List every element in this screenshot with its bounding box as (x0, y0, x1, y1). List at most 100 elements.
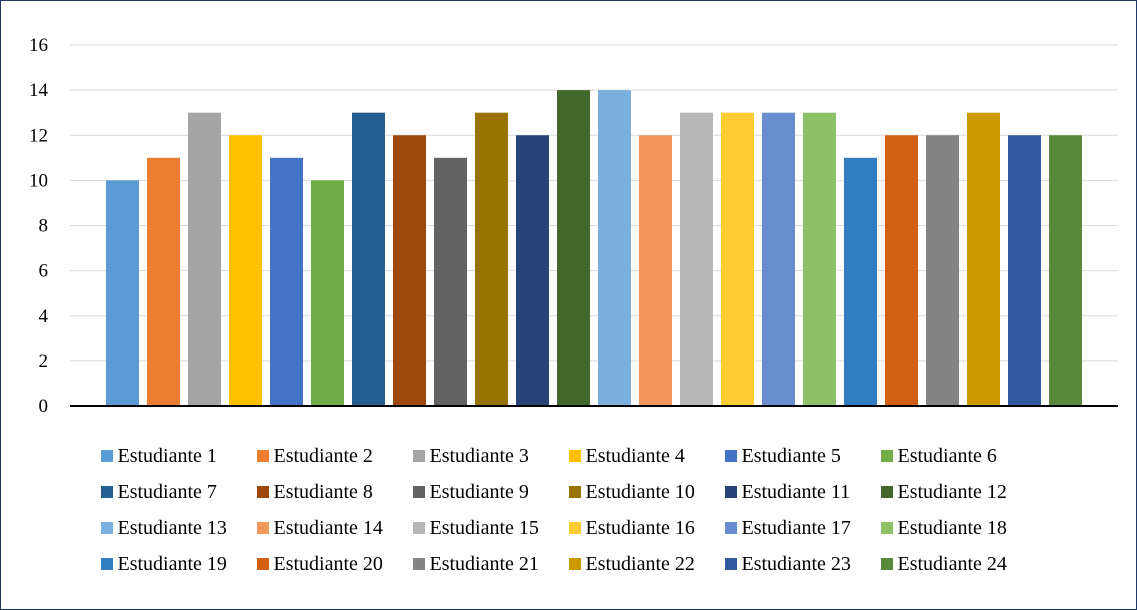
bar-14 (639, 135, 672, 406)
gridlines (70, 44, 1118, 362)
legend-item: Estudiante 11 (724, 476, 881, 508)
legend-label: Estudiante 13 (117, 517, 227, 539)
legend-item: Estudiante 15 (412, 512, 569, 544)
legend-label: Estudiante 1 (117, 445, 217, 467)
legend-swatch (568, 558, 581, 570)
legend-item: Estudiante 7 (100, 476, 257, 508)
bar-9 (434, 157, 467, 406)
legend-label: Estudiante 5 (741, 445, 841, 467)
y-tick-label: 10 (29, 170, 48, 191)
legend-item: Estudiante 14 (256, 512, 413, 544)
legend-swatch (256, 522, 269, 534)
legend-item: Estudiante 17 (724, 512, 881, 544)
legend-item: Estudiante 1 (100, 440, 257, 472)
legend-swatch (100, 522, 113, 534)
bar-21 (926, 135, 959, 406)
legend-label: Estudiante 4 (585, 445, 685, 467)
legend-label: Estudiante 10 (585, 481, 695, 503)
bar-8 (393, 135, 426, 406)
legend-label: Estudiante 22 (585, 553, 695, 575)
legend-item: Estudiante 13 (100, 512, 257, 544)
bar-17 (762, 112, 795, 406)
bar-4 (229, 135, 262, 406)
bar-1 (106, 180, 139, 406)
legend-item: Estudiante 5 (724, 440, 881, 472)
legend: Estudiante 1 Estudiante 2 Estudiante 3 Estu… (0, 440, 1137, 584)
legend-swatch (568, 486, 581, 498)
bar-20 (885, 135, 918, 406)
legend-label: Estudiante 20 (273, 553, 383, 575)
legend-label: Estudiante 16 (585, 517, 695, 539)
legend-swatch (568, 450, 581, 462)
legend-item: Estudiante 9 (412, 476, 569, 508)
legend-label: Estudiante 9 (429, 481, 529, 503)
y-axis-tick-labels: 0 2 4 6 8 10 12 14 16 (29, 35, 49, 417)
y-tick-label: 16 (29, 35, 48, 56)
y-tick-label: 0 (39, 396, 49, 417)
bar-6 (311, 180, 344, 406)
legend-swatch (724, 558, 737, 570)
legend-label: Estudiante 8 (273, 481, 373, 503)
y-tick-label: 6 (39, 261, 49, 282)
y-tick-label: 8 (39, 216, 49, 237)
legend-item: Estudiante 6 (880, 440, 1037, 472)
y-tick-label: 2 (39, 351, 49, 372)
bar-15 (680, 112, 713, 406)
legend-row: Estudiante 13 Estudiante 14 Estudiante 15 E… (0, 512, 1137, 544)
legend-swatch (880, 522, 893, 534)
legend-swatch (256, 450, 269, 462)
legend-swatch (880, 450, 893, 462)
legend-label: Estudiante 18 (897, 517, 1007, 539)
legend-label: Estudiante 21 (429, 553, 539, 575)
bar-18 (803, 112, 836, 406)
bar-10 (475, 112, 508, 406)
legend-item: Estudiante 19 (100, 548, 257, 580)
legend-swatch (256, 486, 269, 498)
legend-label: Estudiante 12 (897, 481, 1007, 503)
y-tick-label: 14 (29, 80, 49, 101)
legend-swatch (412, 558, 425, 570)
legend-item: Estudiante 4 (568, 440, 725, 472)
legend-label: Estudiante 11 (741, 481, 851, 503)
legend-swatch (880, 558, 893, 570)
legend-item: Estudiante 20 (256, 548, 413, 580)
legend-item: Estudiante 22 (568, 548, 725, 580)
legend-swatch (100, 450, 113, 462)
y-tick-label: 4 (39, 306, 49, 327)
legend-label: Estudiante 6 (897, 445, 997, 467)
legend-item: Estudiante 24 (880, 548, 1037, 580)
legend-label: Estudiante 19 (117, 553, 227, 575)
bar-7 (352, 112, 385, 406)
legend-swatch (568, 522, 581, 534)
legend-row: Estudiante 1 Estudiante 2 Estudiante 3 Estu… (0, 440, 1137, 472)
bar-19 (844, 157, 877, 406)
legend-item: Estudiante 12 (880, 476, 1037, 508)
legend-row: Estudiante 7 Estudiante 8 Estudiante 9 Estu… (0, 476, 1137, 508)
legend-swatch (412, 522, 425, 534)
legend-swatch (412, 486, 425, 498)
legend-label: Estudiante 14 (273, 517, 383, 539)
legend-swatch (100, 558, 113, 570)
bar-12 (557, 90, 590, 406)
bars (106, 90, 1082, 406)
bar-23 (1008, 135, 1041, 406)
bar-24 (1049, 135, 1082, 406)
legend-label: Estudiante 24 (897, 553, 1007, 575)
legend-label: Estudiante 7 (117, 481, 217, 503)
legend-label: Estudiante 17 (741, 517, 851, 539)
bar-16 (721, 112, 754, 406)
legend-swatch (100, 486, 113, 498)
bar-5 (270, 157, 303, 406)
legend-label: Estudiante 2 (273, 445, 373, 467)
legend-item: Estudiante 23 (724, 548, 881, 580)
bar-13 (598, 90, 631, 406)
legend-item: Estudiante 8 (256, 476, 413, 508)
legend-swatch (412, 450, 425, 462)
bar-2 (147, 157, 180, 406)
legend-swatch (880, 486, 893, 498)
bar-22 (967, 112, 1000, 406)
legend-label: Estudiante 23 (741, 553, 851, 575)
bar-3 (188, 112, 221, 406)
legend-item: Estudiante 18 (880, 512, 1037, 544)
